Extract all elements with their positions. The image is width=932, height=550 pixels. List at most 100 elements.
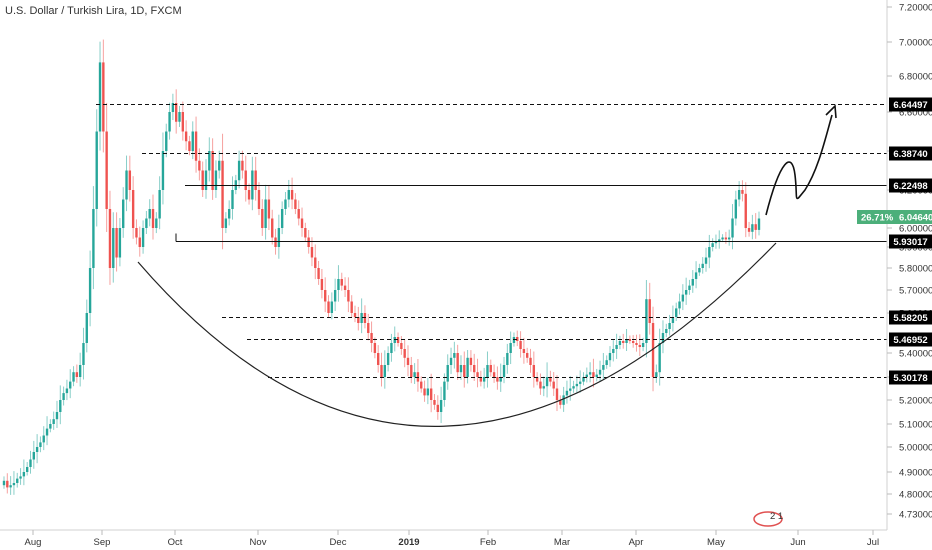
candle bbox=[612, 340, 615, 362]
y-tick-label: 7.00000 bbox=[899, 38, 932, 49]
candle bbox=[320, 268, 324, 299]
candle bbox=[350, 295, 353, 318]
candle bbox=[244, 155, 247, 202]
candle bbox=[635, 334, 638, 352]
x-tick-label: Aug bbox=[25, 537, 42, 548]
candle bbox=[728, 229, 731, 246]
candle bbox=[184, 120, 188, 151]
candle bbox=[602, 353, 605, 380]
candle bbox=[108, 190, 112, 285]
candle bbox=[665, 323, 668, 338]
level-badge bbox=[889, 97, 932, 112]
candle bbox=[373, 337, 377, 359]
candle bbox=[555, 375, 559, 412]
candle bbox=[340, 272, 343, 291]
candle bbox=[125, 155, 128, 212]
candle bbox=[277, 214, 281, 259]
candle bbox=[496, 366, 499, 390]
candle bbox=[406, 345, 410, 377]
candle bbox=[631, 335, 635, 348]
candle bbox=[380, 352, 383, 387]
candle bbox=[721, 234, 724, 243]
candle bbox=[115, 212, 118, 272]
candle bbox=[688, 279, 691, 295]
current-price-value: 6.04640 bbox=[899, 213, 932, 224]
candle bbox=[734, 190, 738, 226]
candle bbox=[704, 247, 708, 272]
candle bbox=[486, 351, 489, 388]
level-label: 6.38740 bbox=[893, 149, 927, 160]
candle bbox=[628, 335, 632, 344]
candle bbox=[194, 116, 198, 173]
candle bbox=[559, 395, 562, 409]
candle bbox=[324, 277, 327, 313]
y-tick-label: 4.90000 bbox=[899, 468, 932, 479]
candle bbox=[519, 331, 522, 358]
candle bbox=[413, 363, 416, 384]
x-tick-label: 2019 bbox=[398, 537, 419, 548]
level-badge bbox=[889, 310, 932, 325]
current-price-badge: 26.71% 6.04640 bbox=[857, 210, 932, 224]
candle bbox=[565, 380, 569, 404]
candle bbox=[105, 102, 108, 232]
level-label: 5.46952 bbox=[893, 335, 927, 346]
candle bbox=[69, 369, 72, 399]
candle bbox=[237, 150, 241, 189]
candle bbox=[141, 220, 145, 254]
candles bbox=[2, 39, 761, 495]
candle bbox=[479, 370, 483, 387]
candle bbox=[698, 263, 701, 276]
x-tick-label: Sep bbox=[94, 537, 111, 548]
candle bbox=[575, 375, 579, 393]
candle bbox=[271, 209, 274, 245]
candle bbox=[608, 346, 612, 367]
x-tick-label: Dec bbox=[330, 537, 347, 548]
candle bbox=[264, 184, 267, 240]
watermark-logo: 2 1 bbox=[753, 511, 783, 527]
x-tick-label: Feb bbox=[480, 537, 496, 548]
candle bbox=[605, 355, 608, 369]
candle bbox=[49, 419, 52, 433]
candle bbox=[542, 376, 545, 397]
y-tick-label: 5.40000 bbox=[899, 349, 932, 360]
watermark-text: 2 1 bbox=[770, 511, 783, 522]
candle bbox=[317, 260, 320, 285]
x-tick-label: Jul bbox=[867, 537, 879, 548]
candle bbox=[158, 176, 161, 230]
candle bbox=[681, 284, 685, 311]
candle bbox=[241, 150, 244, 179]
candle bbox=[578, 370, 582, 393]
candle bbox=[168, 102, 171, 140]
candle bbox=[463, 351, 466, 388]
candle bbox=[161, 132, 165, 205]
candle bbox=[522, 337, 526, 364]
projection-arrowhead bbox=[825, 104, 837, 119]
candle bbox=[300, 207, 304, 237]
candle bbox=[701, 257, 704, 274]
candle bbox=[691, 270, 694, 293]
y-tick-label: 4.73000 bbox=[899, 510, 932, 521]
candle bbox=[718, 230, 721, 249]
candle bbox=[35, 434, 39, 464]
candle bbox=[383, 350, 387, 389]
candle bbox=[88, 250, 92, 327]
candle bbox=[227, 200, 231, 226]
candle bbox=[178, 105, 181, 127]
candle bbox=[711, 238, 714, 252]
candle bbox=[588, 362, 592, 383]
candle bbox=[290, 177, 294, 210]
candle bbox=[92, 186, 95, 290]
candle bbox=[747, 221, 751, 237]
candle bbox=[754, 213, 757, 239]
candle bbox=[138, 226, 141, 257]
candle bbox=[75, 364, 79, 383]
candle bbox=[648, 282, 651, 335]
candle bbox=[357, 306, 360, 331]
candle bbox=[532, 351, 536, 388]
candle bbox=[204, 159, 208, 199]
candle bbox=[658, 328, 661, 386]
y-tick-label: 6.80000 bbox=[899, 72, 932, 83]
y-tick-label: 6.00000 bbox=[899, 224, 932, 235]
candle bbox=[595, 368, 598, 382]
x-tick-label: Apr bbox=[629, 537, 644, 548]
